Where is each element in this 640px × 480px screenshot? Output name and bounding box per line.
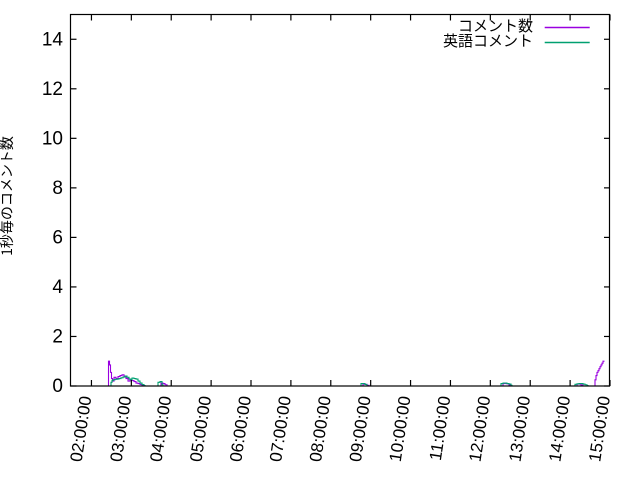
svg-text:10:00:00: 10:00:00 [386, 395, 415, 463]
svg-text:12:00:00: 12:00:00 [466, 395, 495, 463]
svg-text:10: 10 [42, 128, 63, 149]
svg-text:6: 6 [52, 227, 63, 248]
svg-text:英語コメント: 英語コメント [443, 32, 533, 50]
svg-text:1秒毎のコメント数: 1秒毎のコメント数 [0, 136, 17, 256]
svg-text:4: 4 [52, 277, 63, 298]
svg-text:13:00:00: 13:00:00 [505, 395, 534, 463]
svg-text:12: 12 [42, 79, 63, 100]
svg-text:05:00:00: 05:00:00 [186, 395, 215, 463]
svg-text:8: 8 [52, 178, 63, 199]
svg-text:03:00:00: 03:00:00 [107, 395, 136, 463]
svg-text:08:00:00: 08:00:00 [306, 395, 335, 463]
svg-text:14: 14 [42, 29, 64, 50]
svg-text:0: 0 [52, 376, 63, 397]
svg-text:15:00:00: 15:00:00 [585, 395, 614, 463]
svg-text:2: 2 [52, 326, 63, 347]
svg-text:06:00:00: 06:00:00 [226, 395, 255, 463]
svg-text:02:00:00: 02:00:00 [67, 395, 96, 463]
svg-text:04:00:00: 04:00:00 [147, 395, 176, 463]
svg-text:14:00:00: 14:00:00 [545, 395, 574, 463]
svg-text:09:00:00: 09:00:00 [346, 395, 375, 463]
svg-text:11:00:00: 11:00:00 [426, 395, 454, 462]
svg-text:07:00:00: 07:00:00 [266, 395, 295, 463]
